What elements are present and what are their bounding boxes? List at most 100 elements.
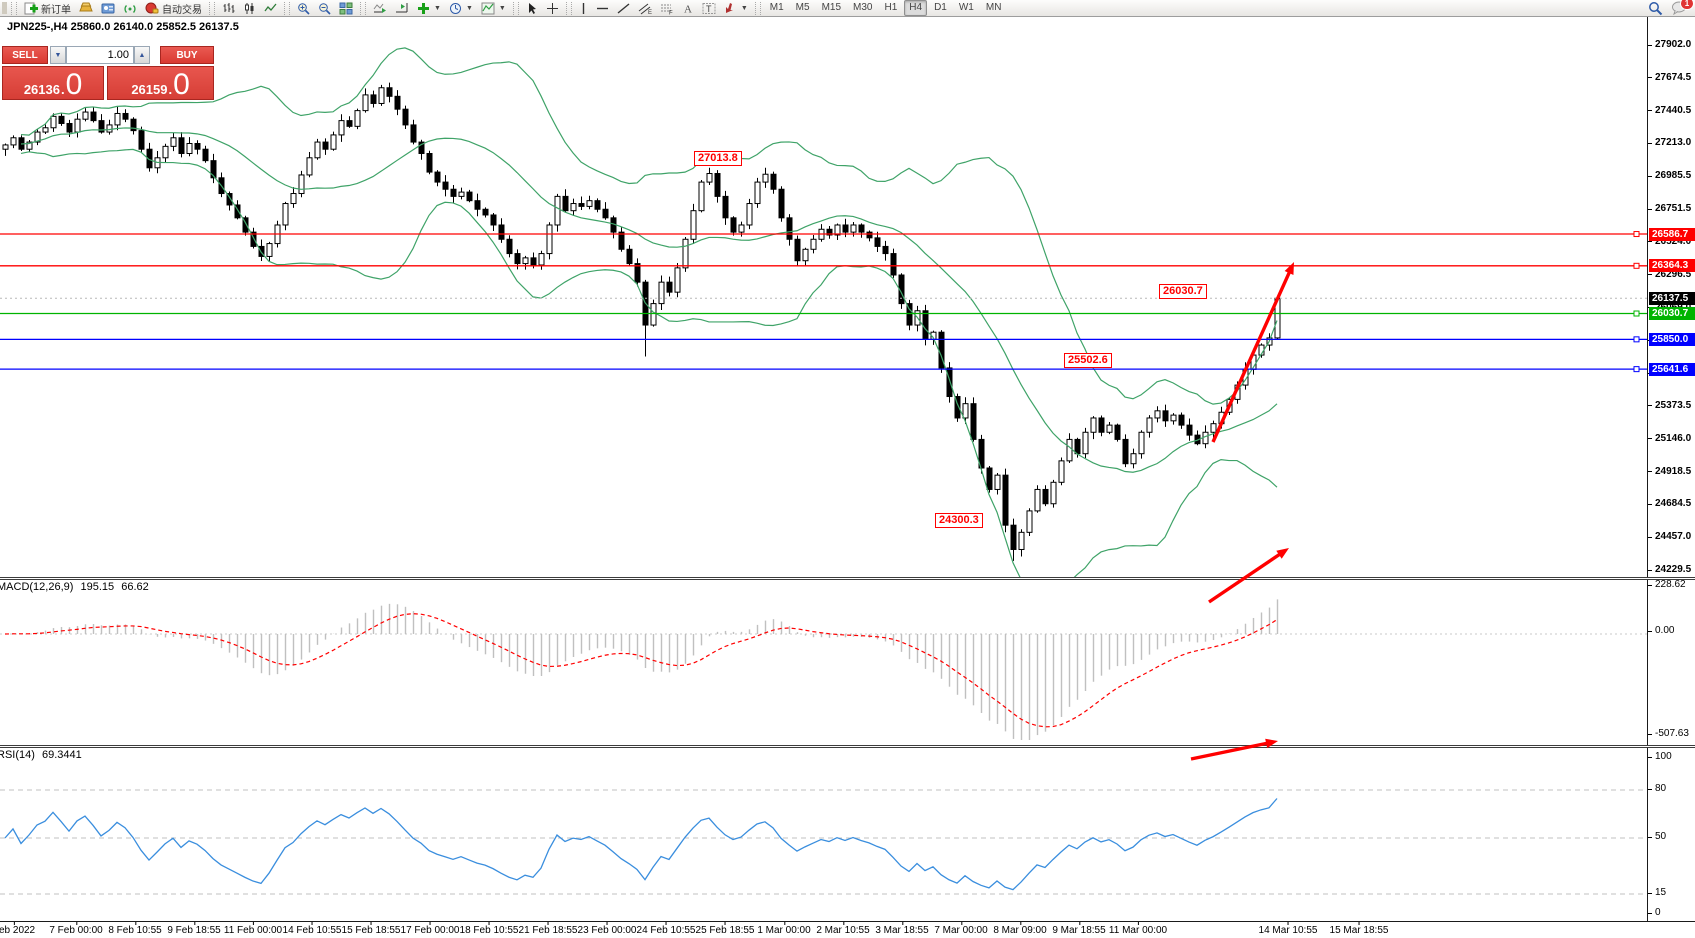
chat-button[interactable]: 1: [1671, 0, 1694, 15]
line-chart-mode-button[interactable]: [261, 1, 280, 16]
time-label: 14 Feb 10:55: [282, 922, 342, 936]
time-label: 9 Feb 18:55: [167, 922, 221, 936]
sell-button[interactable]: SELL: [2, 46, 48, 64]
template-icon: [481, 2, 495, 14]
new-order-button[interactable]: 新订单: [21, 1, 74, 16]
cursor-icon: [528, 2, 536, 14]
toolbar-grip[interactable]: [284, 1, 290, 15]
channel-tool-button[interactable]: E: [635, 1, 655, 16]
toolbar-grip[interactable]: [754, 1, 761, 15]
timeframe-h4[interactable]: H4: [904, 0, 928, 16]
price-tag: 26137.5: [1649, 291, 1695, 305]
time-label: 11 Mar 00:00: [1108, 922, 1168, 936]
toolbar-grip[interactable]: [360, 1, 366, 15]
fibonacci-tool-button[interactable]: F: [657, 1, 677, 16]
timeframe-mn[interactable]: MN: [985, 2, 1002, 13]
signals-button[interactable]: [120, 1, 140, 16]
auto-scroll-button[interactable]: [370, 1, 390, 16]
time-label: 25 Feb 18:55: [695, 922, 755, 936]
toolbar-grip[interactable]: [565, 1, 572, 15]
macd-label: MACD(12,26,9) 195.15 66.62: [0, 581, 149, 593]
macd-axis-tick: 228.62: [1648, 579, 1686, 590]
text-icon: A: [684, 3, 692, 15]
bollinger-middle-band: [20, 127, 1278, 473]
time-label: 7 Feb 00:00: [49, 922, 103, 936]
panel-separator[interactable]: [0, 745, 1695, 748]
price-annotation[interactable]: 27013.8: [694, 151, 742, 166]
price-tick: 27902.0: [1648, 39, 1691, 50]
tile-windows-button[interactable]: [336, 1, 356, 16]
vline-tool-button[interactable]: [576, 1, 591, 16]
timeframe-m5[interactable]: M5: [795, 2, 810, 13]
timeframe-m1[interactable]: M1: [769, 2, 784, 13]
toolbar-grip[interactable]: [209, 1, 215, 15]
zoom-in-button[interactable]: [294, 1, 313, 16]
arrows-tool-button[interactable]: ▼: [721, 1, 751, 16]
price-tag: 25850.0: [1649, 332, 1695, 346]
text-tool-button[interactable]: A: [679, 1, 697, 16]
timeframe-h1[interactable]: H1: [884, 2, 898, 13]
accounts-button[interactable]: [98, 1, 118, 16]
panel-separator[interactable]: [0, 577, 1695, 580]
sell-price-box[interactable]: 26136 . 0: [2, 66, 105, 100]
chart-shift-button[interactable]: [392, 1, 412, 16]
price-annotation[interactable]: 24300.3: [935, 513, 983, 528]
dropdown-arrow-icon: ▼: [498, 4, 506, 12]
trendline-icon: [617, 2, 630, 14]
price-chart-panel[interactable]: [0, 17, 1647, 577]
indicators-button[interactable]: ▼: [414, 1, 444, 16]
dropdown-arrow-icon: ▼: [740, 4, 748, 12]
dropdown-arrow-icon: ▼: [434, 4, 441, 12]
cursor-tool-button[interactable]: [523, 1, 541, 16]
svg-text:E: E: [648, 10, 652, 15]
price-axis[interactable]: 27902.0 27674.5 27440.5 27213.0 26985.5 26751…: [1647, 17, 1695, 921]
gold-bar-icon: [79, 2, 93, 11]
timeframe-w1[interactable]: W1: [958, 2, 974, 13]
zoom-out-button[interactable]: [315, 1, 334, 16]
toolbar-right: 1: [1648, 0, 1694, 16]
macd-panel[interactable]: [0, 580, 1647, 745]
price-annotation[interactable]: 26030.7: [1159, 284, 1207, 299]
templates-button[interactable]: ▼: [478, 1, 509, 16]
price-tick: 26524.0: [1648, 236, 1691, 247]
line-handle: [1633, 262, 1640, 269]
buy-button[interactable]: BUY: [160, 46, 214, 64]
line-handle: [1633, 336, 1640, 343]
volume-increase-button[interactable]: ▲: [134, 46, 150, 64]
toolbar-grip[interactable]: [11, 1, 17, 15]
chat-unread-badge: 1: [1680, 0, 1694, 10]
one-click-trading-panel: SELL ▼ 1.00 ▲ BUY 26136 . 0 26159 . 0: [2, 46, 214, 100]
timeframe-m30[interactable]: M30: [853, 2, 873, 13]
volume-input[interactable]: 1.00: [66, 46, 134, 64]
toolbar-grip[interactable]: [512, 1, 519, 15]
periods-button[interactable]: ▼: [446, 1, 476, 16]
timeframe-d1[interactable]: D1: [934, 2, 947, 13]
hline-tool-button[interactable]: [593, 1, 612, 16]
candlestick-mode-button[interactable]: [240, 1, 259, 16]
crosshair-tool-button[interactable]: [543, 1, 562, 16]
time-label: 14 Mar 10:55: [1258, 922, 1318, 936]
tile-windows-icon: [339, 2, 353, 14]
price-annotation[interactable]: 25502.6: [1064, 353, 1112, 368]
time-label: 23 Feb 00:00: [577, 922, 637, 936]
svg-text:A: A: [684, 3, 692, 15]
buy-price-box[interactable]: 26159 . 0: [107, 66, 214, 100]
time-label: 1 Mar 00:00: [757, 922, 811, 936]
auto-trading-button[interactable]: 自动交易: [142, 1, 205, 16]
bar-chart-mode-button[interactable]: [219, 1, 238, 16]
arrow-objects-icon: [725, 2, 733, 13]
macd-axis-tick: -507.63: [1648, 728, 1689, 739]
price-tick: 24229.5: [1648, 564, 1691, 575]
time-axis[interactable]: Feb 2022 7 Feb 00:00 8 Feb 10:55 9 Feb 18:5…: [0, 921, 1695, 938]
volume-decrease-button[interactable]: ▼: [50, 46, 66, 64]
timeframe-m15[interactable]: M15: [821, 2, 842, 13]
deposit-button[interactable]: [76, 1, 96, 16]
bollinger-upper-band: [20, 47, 1278, 405]
price-tag: 26030.7: [1649, 307, 1695, 320]
trendline-tool-button[interactable]: [614, 1, 633, 16]
label-tool-button[interactable]: T: [699, 1, 719, 16]
rsi-panel[interactable]: [0, 748, 1647, 921]
text-label-icon: T: [702, 2, 716, 14]
search-icon[interactable]: [1648, 1, 1663, 16]
